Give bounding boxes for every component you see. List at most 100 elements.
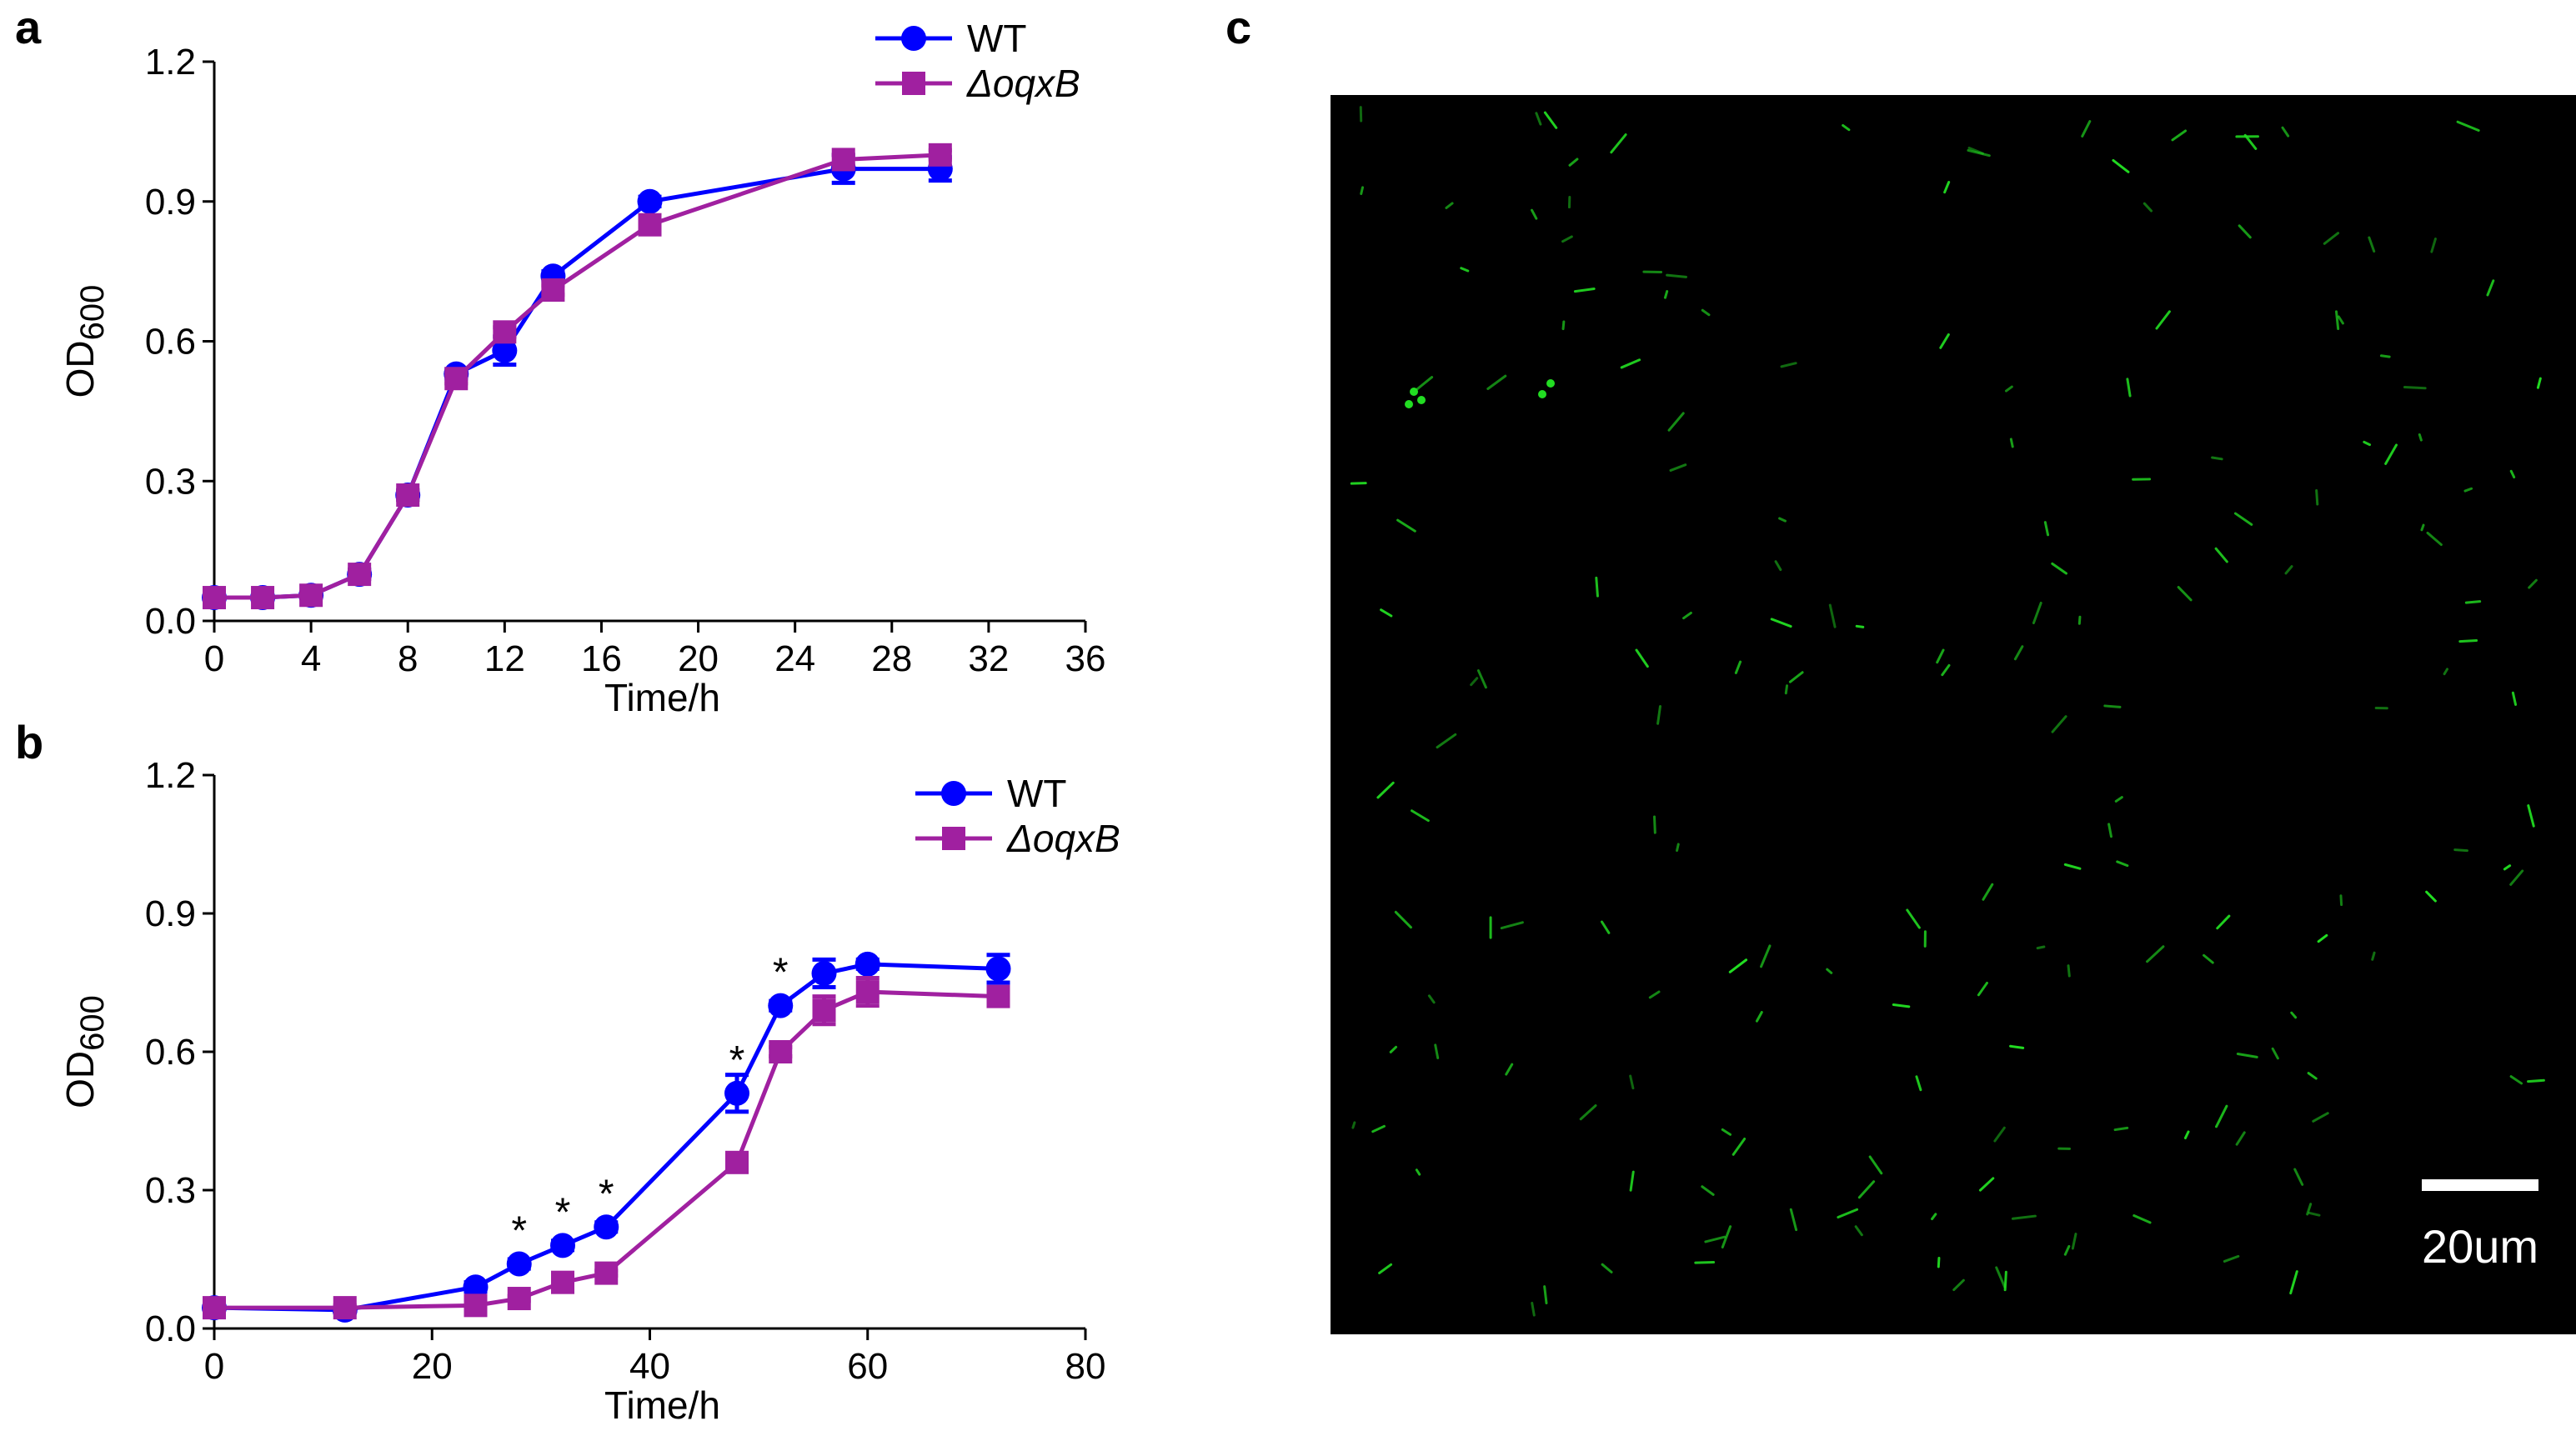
- bacterium: [1978, 1177, 1995, 1192]
- bacterium: [2509, 1075, 2523, 1085]
- bacterium: [1939, 333, 1950, 349]
- bacterium: [1378, 1263, 1393, 1274]
- bacterium: [1434, 1043, 1440, 1059]
- y-tick-label: 0.9: [145, 893, 196, 934]
- bacterium: [2216, 914, 2231, 930]
- data-point: [724, 1080, 749, 1106]
- bacterium: [1892, 1003, 1911, 1008]
- growth-chart-a: 0.0 0.3 0.6 0.9 1.2 0 4 8 12 16 20 24 28 32 36 Time/h OD…: [58, 17, 1105, 719]
- bacterium: [2271, 1047, 2279, 1060]
- data-point: [348, 563, 372, 587]
- y-tick-label: 0.6: [145, 1032, 196, 1073]
- bacterium: [1538, 390, 1546, 398]
- bacterium: [2289, 1270, 2298, 1295]
- bacterium: [2032, 601, 2042, 624]
- significance-star: *: [773, 951, 789, 995]
- bacterium: [2233, 512, 2253, 526]
- panel-letter-a: a: [15, 1, 42, 53]
- bacterium: [2335, 310, 2340, 330]
- bacterium: [1470, 677, 1479, 687]
- bacterium: [1351, 1121, 1356, 1129]
- bacterium: [2063, 1244, 2071, 1256]
- bacterium: [2317, 933, 2328, 943]
- bacterium: [1568, 158, 1579, 167]
- x-tick-label: 80: [1065, 1346, 1106, 1387]
- y-tick-label: 0.0: [145, 1308, 196, 1349]
- bacterium: [2368, 236, 2376, 253]
- bacterium: [1460, 267, 1470, 273]
- bacterium: [1573, 288, 1596, 293]
- bacterium: [2126, 378, 2132, 398]
- bacterium: [2155, 310, 2171, 330]
- bacterium: [2458, 638, 2478, 643]
- bacterium: [1855, 624, 1865, 628]
- bacterium: [1663, 290, 1669, 299]
- bacterium: [1561, 235, 1573, 243]
- panel-letter-b: b: [15, 716, 43, 768]
- bacterium: [2308, 1211, 2321, 1217]
- bacterium: [2081, 120, 2092, 138]
- bacterium: [2527, 1078, 2545, 1083]
- x-tick-label: 32: [968, 638, 1009, 679]
- bacterium: [1410, 809, 1430, 823]
- bacterium: [2486, 279, 2495, 297]
- bacterium: [1937, 1257, 1941, 1268]
- bacterium: [1760, 944, 1772, 968]
- legend-label: WT: [967, 17, 1027, 60]
- bacterium: [2418, 433, 2423, 442]
- bacterium: [1943, 180, 1951, 194]
- data-point: [985, 956, 1011, 982]
- bacterium: [1982, 883, 1994, 901]
- bacterium: [1774, 560, 1782, 572]
- bacterium: [2371, 951, 2376, 961]
- bacterium: [2384, 443, 2398, 465]
- bacterium: [1788, 671, 1804, 683]
- data-point: [396, 483, 420, 508]
- data-point: [203, 586, 226, 610]
- data-point: [986, 984, 1010, 1008]
- bacterium: [2464, 600, 2482, 604]
- series-line: [213, 962, 999, 1313]
- series-mutant: [203, 143, 952, 610]
- bacterium: [1476, 669, 1487, 689]
- bacterium: [2051, 562, 2068, 575]
- bacterium: [1694, 1260, 1716, 1264]
- bacterium: [1967, 146, 1985, 155]
- bacterium: [1610, 133, 1627, 154]
- data-point: [541, 278, 565, 302]
- y-tick-label: 0.3: [145, 1170, 196, 1211]
- scale-bar-label: 20um: [2422, 1220, 2538, 1273]
- bacterium: [1500, 921, 1524, 930]
- y-tick-label: 1.2: [145, 42, 196, 83]
- bacterium: [1993, 1126, 2006, 1143]
- x-tick-label: 0: [204, 1346, 224, 1387]
- bacterium: [2337, 315, 2344, 325]
- bacterium: [1837, 1208, 1859, 1219]
- bacterium: [1350, 482, 1367, 485]
- bacterium: [2323, 232, 2340, 245]
- bacterium: [2425, 890, 2437, 903]
- bacterium: [1656, 704, 1661, 725]
- bacterium: [2112, 158, 2130, 173]
- x-tick-label: 4: [301, 638, 321, 679]
- bacterium: [1579, 1104, 1597, 1121]
- bacterium: [2363, 440, 2372, 447]
- bacterium: [1682, 611, 1692, 620]
- bacterium: [2420, 523, 2425, 532]
- bacterium: [1629, 1074, 1635, 1090]
- bacterium: [1666, 273, 1687, 278]
- bacterium: [2051, 715, 2067, 733]
- bacterium: [2214, 547, 2228, 563]
- y-tick-label: 0.6: [145, 322, 196, 363]
- bacterium: [1734, 660, 1742, 674]
- bacterium: [1413, 376, 1434, 393]
- data-point: [812, 998, 836, 1023]
- bacterium: [1543, 111, 1558, 129]
- bacterium: [1906, 908, 1921, 929]
- significance-star: *: [599, 1172, 614, 1216]
- bacterium: [2307, 1072, 2318, 1080]
- significance-star: *: [555, 1190, 571, 1234]
- legend-marker: [901, 26, 926, 51]
- data-point: [831, 148, 855, 172]
- x-tick-label: 24: [774, 638, 815, 679]
